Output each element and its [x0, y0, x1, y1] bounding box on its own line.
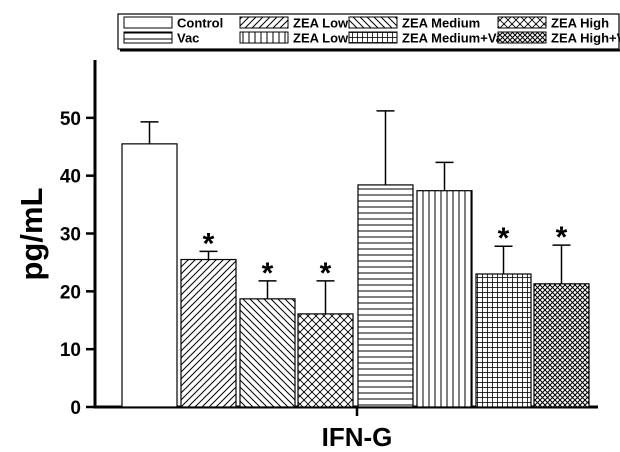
significance-star-zea-low: * [203, 227, 215, 260]
category-label: IFN-G [322, 422, 393, 452]
legend-label-zea-low: ZEA Low [293, 16, 349, 31]
legend-label-zea-high-vac: ZEA High+Vac [551, 31, 620, 46]
bar-vac [357, 184, 414, 408]
legend-swatch-zea-low-vac [239, 31, 289, 44]
significance-star-zea-high: * [320, 257, 332, 290]
bar-control [121, 143, 178, 408]
legend-swatch-zea-high-vac [497, 31, 547, 44]
y-tick-label-50: 50 [60, 109, 81, 130]
legend-label-zea-high: ZEA High [551, 16, 609, 31]
legend-swatch-zea-high [497, 16, 547, 29]
legend-label-control: Control [177, 16, 223, 31]
legend-label-zea-medium-vac: ZEA Medium+Vac [402, 31, 510, 46]
y-tick-label-0: 0 [70, 398, 81, 419]
legend-swatch-zea-medium-vac [348, 31, 398, 44]
bar-zea-low [180, 258, 237, 408]
significance-star-zea-high-vac: * [556, 221, 568, 254]
significance-star-zea-medium: * [262, 257, 274, 290]
bar-zea-medium-vac [475, 273, 532, 408]
y-tick-label-40: 40 [60, 167, 81, 188]
labels: pg/mL IFN-G [14, 188, 392, 452]
y-tick-label-20: 20 [60, 282, 81, 303]
y-axis-title: pg/mL [14, 188, 49, 281]
bar-zea-medium [239, 298, 296, 408]
bar-zea-low-vac [416, 190, 473, 408]
bar-zea-high [297, 313, 354, 408]
legend-swatch-control [123, 16, 173, 29]
legend-swatch-vac [123, 31, 173, 44]
bars: * * * * * [121, 110, 590, 408]
y-tick-label-30: 30 [60, 225, 81, 246]
legend-swatch-zea-low [239, 16, 289, 29]
legend-label-zea-medium: ZEA Medium [402, 16, 480, 31]
legend-swatch-zea-medium [348, 16, 398, 29]
significance-star-zea-medium-vac: * [498, 222, 510, 255]
y-tick-label-10: 10 [60, 340, 81, 361]
bar-zea-high-vac [533, 283, 590, 408]
legend-label-vac: Vac [177, 31, 199, 46]
